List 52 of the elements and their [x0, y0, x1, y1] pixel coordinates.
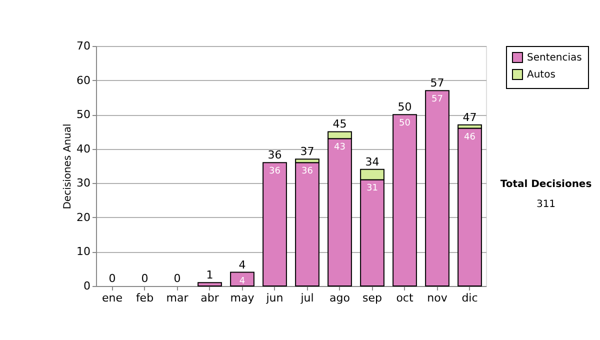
bar	[392, 114, 417, 286]
x-tick-label: nov	[427, 292, 448, 304]
legend-label: Autos	[527, 70, 556, 80]
x-tick-label: feb	[136, 292, 154, 304]
x-tick-label: ago	[330, 292, 350, 304]
total-label: 36	[268, 148, 282, 162]
total-label: 37	[300, 145, 314, 158]
x-tick-label: oct	[396, 292, 414, 304]
bar	[458, 128, 482, 286]
x-tick-label: mar	[166, 292, 189, 304]
x-tick-label: may	[230, 292, 255, 304]
total-label: 34	[365, 155, 380, 168]
bar	[262, 162, 287, 286]
data-label: 57	[432, 94, 443, 105]
bar	[295, 162, 320, 286]
total-label: 0	[174, 272, 181, 285]
data-label: 36	[269, 166, 281, 177]
y-tick-label: 20	[76, 210, 90, 224]
legend-label: Sentencias	[527, 52, 582, 64]
total-label: 0	[108, 272, 116, 285]
data-label: 50	[399, 118, 411, 129]
total-label: 50	[398, 100, 412, 114]
y-tick-label: 30	[76, 176, 90, 190]
x-tick-label: ene	[102, 292, 123, 304]
x-tick-label: sep	[362, 292, 382, 304]
total-label: 0	[141, 272, 148, 285]
data-label: 46	[464, 132, 476, 142]
total-label: 4	[238, 258, 246, 272]
bar	[198, 282, 222, 286]
y-tick-label: 0	[84, 280, 90, 292]
x-tick-label: abr	[200, 292, 220, 304]
y-tick-label: 10	[76, 245, 90, 258]
x-tick-label: jun	[265, 292, 284, 304]
y-tick-label: 50	[76, 108, 90, 122]
x-tick-label: jul	[300, 292, 314, 304]
total-label: 57	[430, 76, 444, 90]
y-tick-label: 70	[76, 40, 90, 52]
bar	[230, 272, 254, 286]
data-label: 4	[239, 276, 246, 286]
data-label: 36	[302, 166, 314, 177]
y-tick-label: 40	[76, 142, 90, 156]
y-tick-label: 60	[76, 74, 90, 87]
x-tick-label: dic	[462, 292, 478, 304]
text: 311	[536, 199, 556, 210]
total-label: 45	[332, 118, 347, 131]
bar	[425, 90, 450, 286]
total-label: 47	[462, 110, 477, 124]
y-axis-title: Decisiones Anual	[62, 124, 74, 210]
data-label: 31	[366, 184, 378, 194]
text: Total Decisiones	[500, 179, 592, 190]
data-label: 43	[334, 142, 346, 153]
total-label: 1	[206, 268, 214, 282]
